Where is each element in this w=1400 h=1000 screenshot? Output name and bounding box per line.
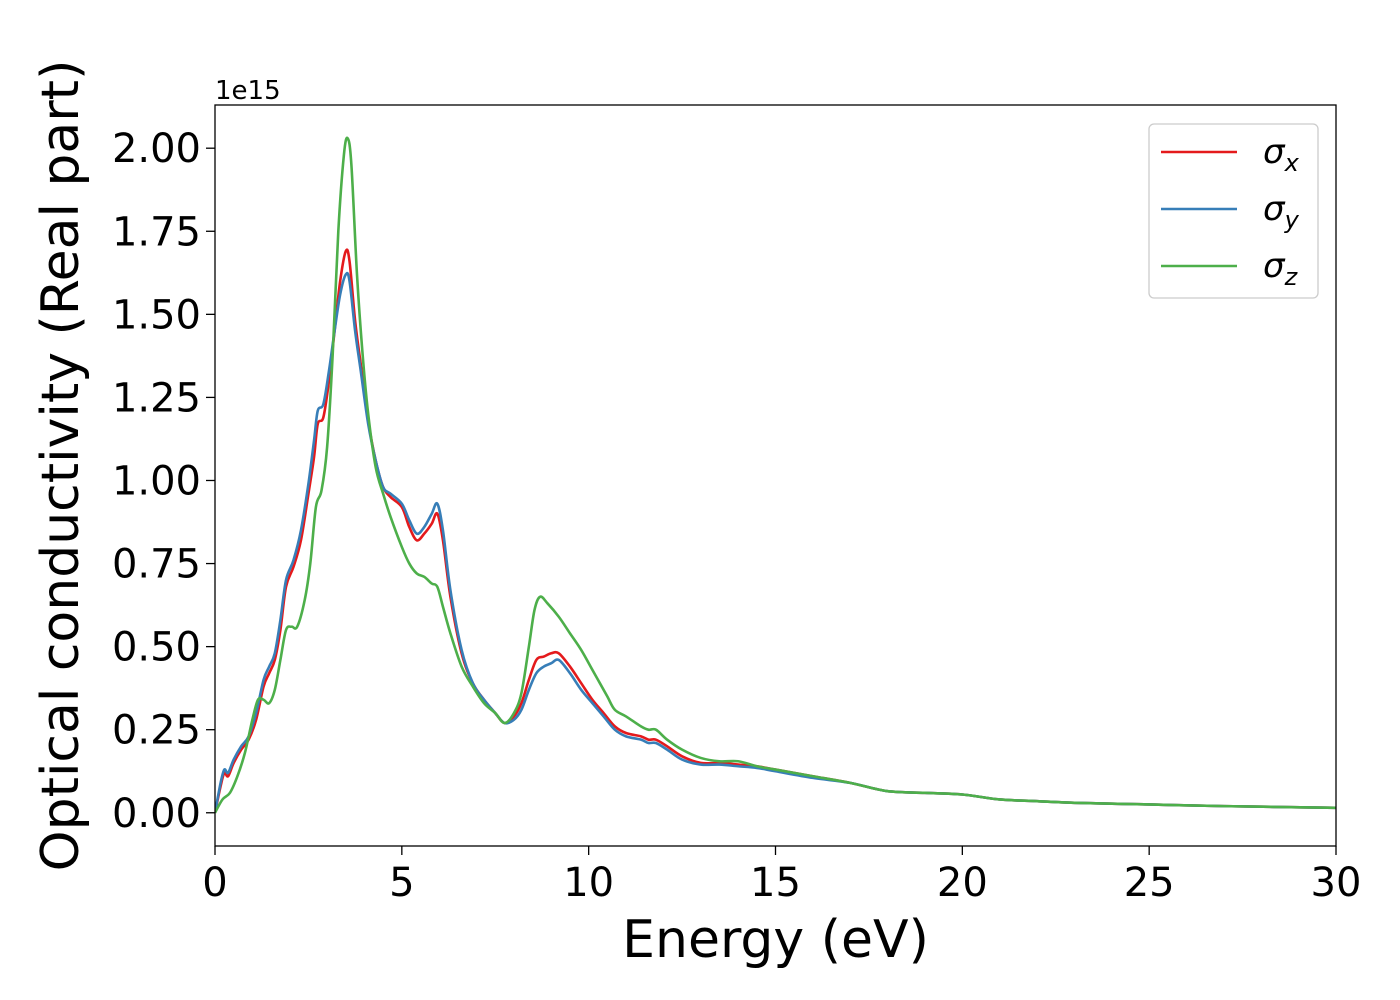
legend: σx σy σz: [1148, 123, 1319, 299]
x-tick-label: 0: [202, 860, 227, 906]
x-tick-label: 30: [1311, 860, 1362, 906]
x-tick-label: 15: [750, 860, 801, 906]
x-axis-label: Energy (eV): [622, 910, 929, 970]
series-line-z: [215, 136, 1336, 814]
x-tick-label: 20: [937, 860, 988, 906]
y-tick-label: 0.75: [112, 542, 201, 588]
series-layer: [215, 136, 1336, 814]
x-tick-label: 25: [1124, 860, 1175, 906]
y-tick-label: 1.00: [112, 458, 201, 504]
legend-label-x: σx: [1263, 132, 1300, 177]
legend-box: [1148, 123, 1319, 299]
y-tick-label: 0.25: [112, 708, 201, 754]
x-tick-label: 5: [389, 860, 414, 906]
y-tick-label: 0.50: [112, 625, 201, 671]
y-tick-label: 2.00: [112, 126, 201, 172]
y-tick-label: 1.25: [112, 375, 201, 421]
x-tick-label: 10: [563, 860, 614, 906]
y-axis-ticks: 0.00 0.25 0.50 0.75 1.00 1.25 1.50 1.75 2.00: [112, 126, 215, 837]
y-axis-label: Optical conductivity (Real part): [31, 60, 91, 872]
legend-label-y: σy: [1263, 189, 1300, 234]
x-axis-ticks: 0 5 10 15 20 25 30: [202, 846, 1361, 906]
y-tick-label: 1.50: [112, 292, 201, 338]
legend-label-z: σz: [1263, 246, 1299, 291]
y-offset-label: 1e15: [215, 76, 281, 106]
y-tick-label: 0.00: [112, 791, 201, 837]
series-line-x: [215, 248, 1336, 814]
series-line-y: [215, 271, 1336, 814]
y-tick-label: 1.75: [112, 209, 201, 255]
